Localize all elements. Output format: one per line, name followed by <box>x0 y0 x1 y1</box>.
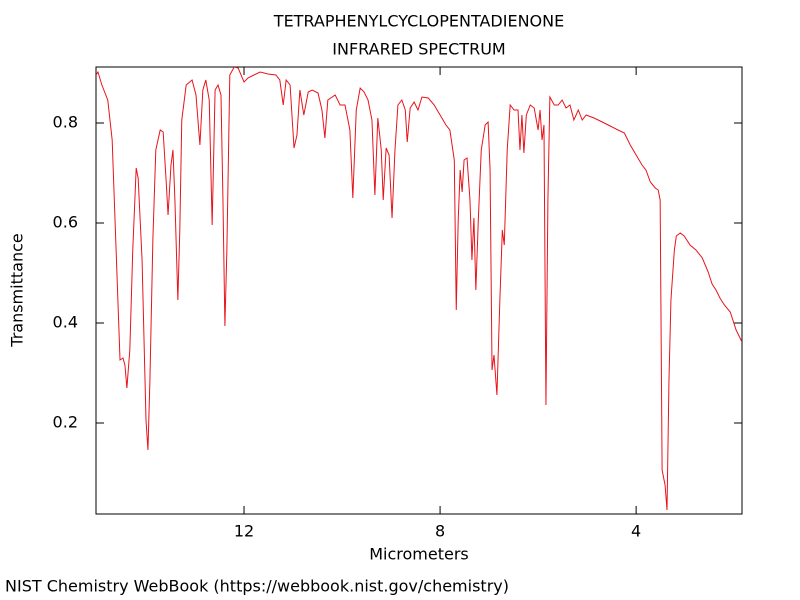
x-tick-label: 12 <box>234 522 254 541</box>
y-tick-label: 0.8 <box>53 113 78 132</box>
x-tick-label: 4 <box>631 522 641 541</box>
spectrum-line <box>96 67 742 511</box>
y-tick-label: 0.2 <box>53 413 78 432</box>
plot-frame <box>95 66 743 515</box>
x-axis-label: Micrometers <box>369 545 469 564</box>
chart-title: TETRAPHENYLCYCLOPENTADIENONE <box>273 12 564 31</box>
y-tick-label: 0.6 <box>53 213 78 232</box>
y-axis-label: Transmittance <box>8 233 27 347</box>
footer: NIST Chemistry WebBook (https://webbook.… <box>5 577 509 596</box>
chart-subtitle: INFRARED SPECTRUM <box>332 40 505 59</box>
y-tick-label: 0.4 <box>53 313 78 332</box>
x-tick-label: 8 <box>435 522 445 541</box>
